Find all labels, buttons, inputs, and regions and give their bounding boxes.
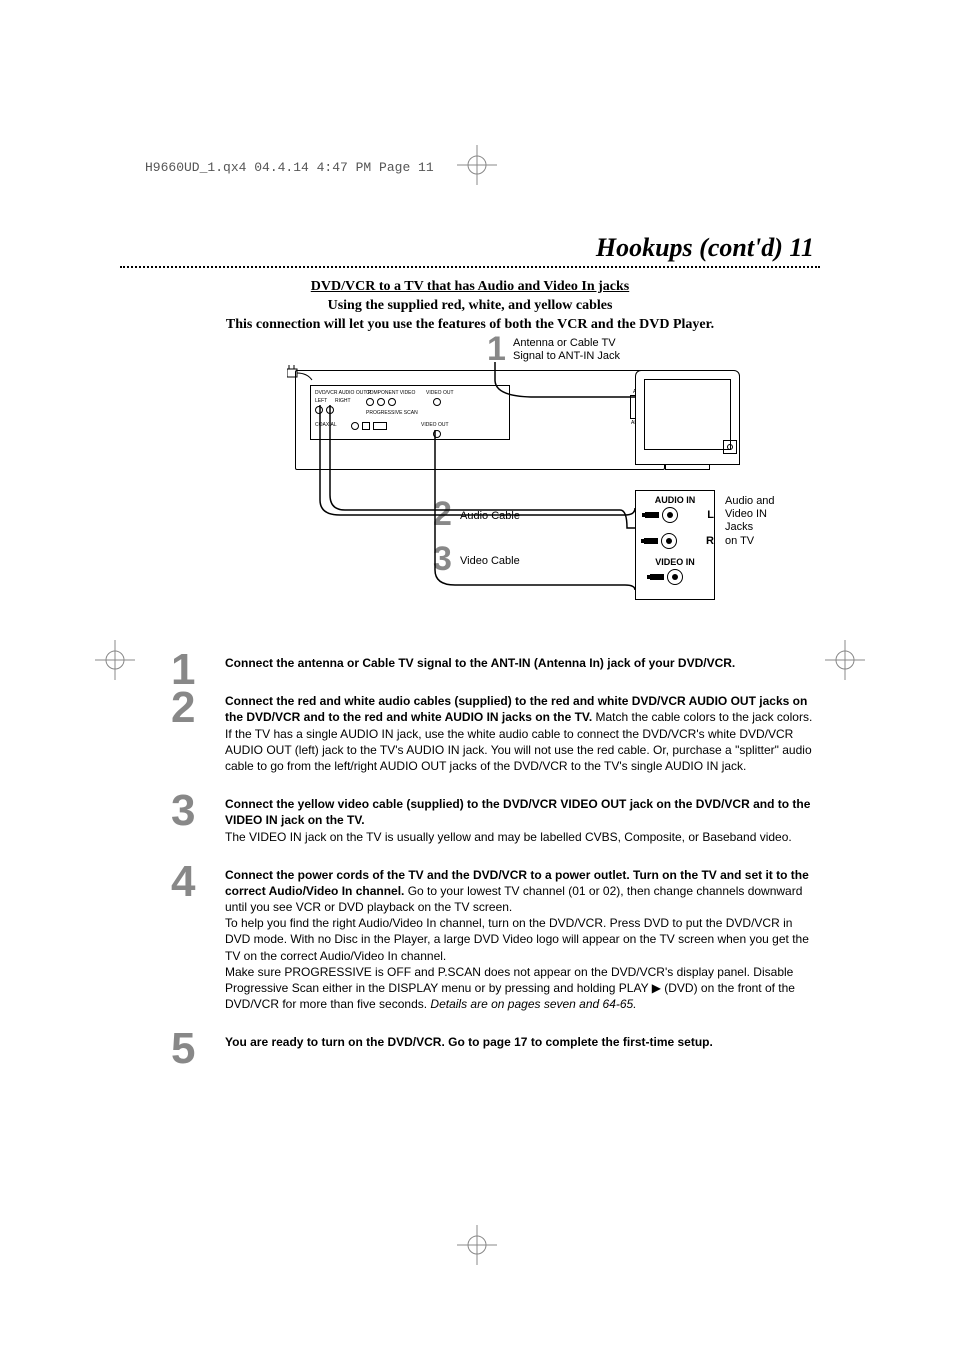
jack-r-icon xyxy=(661,533,677,549)
hookup-diagram: 1 Antenna or Cable TV Signal to ANT-IN J… xyxy=(255,335,785,610)
step-body: You are ready to turn on the DVD/VCR. Go… xyxy=(225,1034,820,1050)
step-4: 4 Connect the power cords of the TV and … xyxy=(185,867,820,1013)
tv-base xyxy=(665,465,710,470)
step-bold: Connect the yellow video cable (supplied… xyxy=(225,797,810,827)
panel-label: RIGHT xyxy=(335,398,351,404)
step-number: 4 xyxy=(171,857,195,907)
step-2: 2 Connect the red and white audio cables… xyxy=(185,693,820,774)
step-bold: Connect the antenna or Cable TV signal t… xyxy=(225,656,735,670)
diagram-label-1b: Signal to ANT-IN Jack xyxy=(513,350,620,362)
panel-label: LEFT xyxy=(315,398,327,404)
tv-ant-jack xyxy=(723,440,737,454)
step-1: 1 Connect the antenna or Cable TV signal… xyxy=(185,655,820,671)
print-header: H9660UD_1.qx4 04.4.14 4:47 PM Page 11 xyxy=(145,160,434,175)
step-italic: Details are on pages seven and 64-65. xyxy=(430,997,636,1011)
registration-mark-icon xyxy=(825,640,865,680)
tv-jacks-side-label: Audio and Video IN Jacks on TV xyxy=(725,495,785,548)
registration-mark-icon xyxy=(457,145,497,185)
step-body: Connect the antenna or Cable TV signal t… xyxy=(225,655,820,671)
video-cable-icon xyxy=(430,430,645,600)
step-body: Connect the yellow video cable (supplied… xyxy=(225,796,820,845)
step-text: To help you find the right Audio/Video I… xyxy=(225,916,809,962)
dotted-rule xyxy=(120,266,820,268)
step-number: 3 xyxy=(171,786,195,836)
power-plug-icon xyxy=(287,365,317,383)
intro-line-2: Using the supplied red, white, and yello… xyxy=(120,297,820,316)
jack-video-icon xyxy=(667,569,683,585)
jack-r-label: R xyxy=(706,535,714,547)
step-body: Connect the power cords of the TV and th… xyxy=(225,867,820,1013)
jack-l-label: L xyxy=(707,509,714,521)
step-5: 5 You are ready to turn on the DVD/VCR. … xyxy=(185,1034,820,1050)
audio-in-label: AUDIO IN xyxy=(636,495,714,505)
video-in-label: VIDEO IN xyxy=(636,557,714,567)
step-number: 2 xyxy=(171,683,195,733)
intro-line-3: This connection will let you use the fea… xyxy=(120,316,820,335)
tv-jacks-panel: AUDIO IN L R VIDEO IN xyxy=(635,490,715,600)
step-text: The VIDEO IN jack on the TV is usually y… xyxy=(225,830,792,844)
panel-label: COMPONENT VIDEO xyxy=(366,390,415,396)
step-body: Connect the red and white audio cables (… xyxy=(225,693,820,774)
page-title: Hookups (cont'd) 11 xyxy=(596,233,814,263)
registration-mark-icon xyxy=(457,1225,497,1265)
step-3: 3 Connect the yellow video cable (suppli… xyxy=(185,796,820,845)
step-bold: You are ready to turn on the DVD/VCR. Go… xyxy=(225,1035,713,1049)
intro-line-1: DVD/VCR to a TV that has Audio and Video… xyxy=(120,278,820,297)
intro-block: DVD/VCR to a TV that has Audio and Video… xyxy=(120,278,820,335)
diagram-label-1: Antenna or Cable TV Signal to ANT-IN Jac… xyxy=(513,337,620,363)
panel-label: DVD/VCR AUDIO OUT R xyxy=(315,390,371,396)
steps-list: 1 Connect the antenna or Cable TV signal… xyxy=(185,655,820,1073)
step-number: 5 xyxy=(171,1024,195,1074)
registration-mark-icon xyxy=(95,640,135,680)
jack-l-icon xyxy=(662,507,678,523)
panel-label: VIDEO OUT xyxy=(426,390,454,396)
antenna-cable-icon xyxy=(485,362,660,402)
diagram-label-1a: Antenna or Cable TV xyxy=(513,337,616,349)
